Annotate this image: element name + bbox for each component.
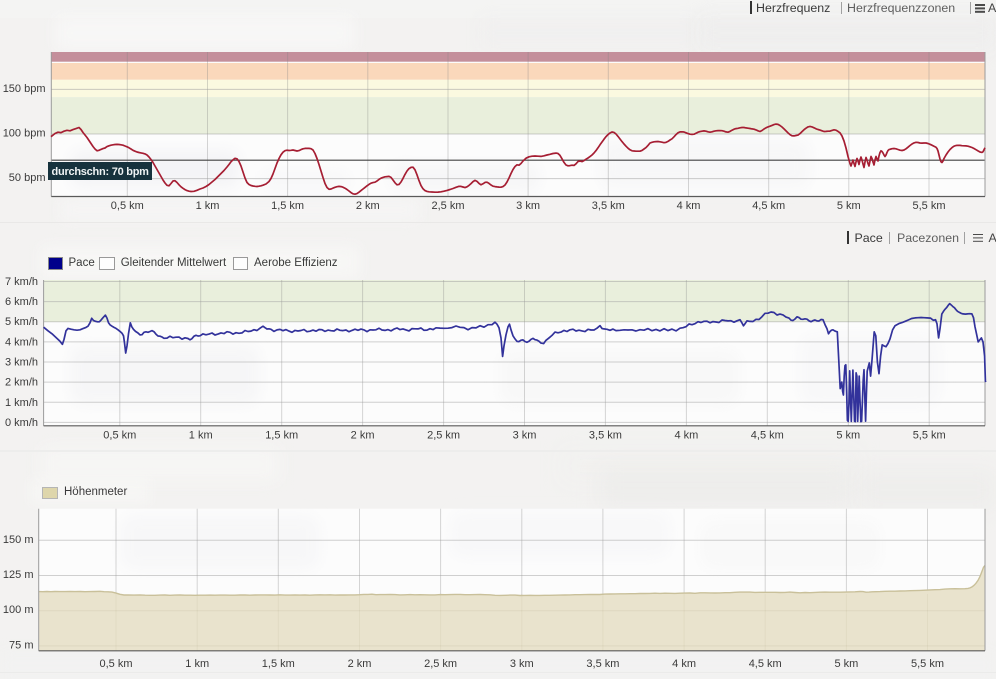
- svg-text:4 km/h: 4 km/h: [5, 336, 38, 348]
- svg-text:3,5 km: 3,5 km: [589, 430, 622, 442]
- svg-text:150 bpm: 150 bpm: [3, 83, 46, 95]
- svg-text:5 km/h: 5 km/h: [5, 316, 38, 328]
- svg-text:3,5 km: 3,5 km: [592, 200, 625, 212]
- svg-text:100 m: 100 m: [3, 604, 34, 616]
- svg-text:4,5 km: 4,5 km: [749, 658, 782, 670]
- svg-text:100 bpm: 100 bpm: [3, 128, 46, 140]
- svg-text:2,5 km: 2,5 km: [424, 658, 457, 670]
- svg-text:2,5 km: 2,5 km: [427, 430, 460, 442]
- svg-text:3 km: 3 km: [513, 430, 537, 442]
- svg-text:150 m: 150 m: [3, 534, 34, 546]
- svg-text:0,5 km: 0,5 km: [99, 658, 132, 670]
- svg-text:125 m: 125 m: [3, 569, 34, 581]
- svg-text:5 km: 5 km: [837, 200, 861, 212]
- svg-text:1,5 km: 1,5 km: [271, 200, 304, 212]
- svg-text:2 km: 2 km: [348, 658, 372, 670]
- svg-text:5 km: 5 km: [834, 658, 858, 670]
- svg-text:2 km: 2 km: [356, 200, 380, 212]
- svg-text:1,5 km: 1,5 km: [262, 658, 295, 670]
- svg-text:0,5 km: 0,5 km: [103, 430, 136, 442]
- svg-text:5,5 km: 5,5 km: [912, 200, 945, 212]
- svg-text:3 km: 3 km: [510, 658, 534, 670]
- svg-text:4,5 km: 4,5 km: [751, 430, 784, 442]
- svg-text:6 km/h: 6 km/h: [5, 296, 38, 308]
- svg-text:50 bpm: 50 bpm: [9, 172, 46, 184]
- svg-text:5,5 km: 5,5 km: [911, 658, 944, 670]
- svg-text:durchschn: 70 bpm: durchschn: 70 bpm: [52, 166, 150, 178]
- svg-text:1 km: 1 km: [196, 200, 220, 212]
- svg-text:5 km: 5 km: [836, 430, 860, 442]
- svg-text:4 km: 4 km: [672, 658, 696, 670]
- svg-text:75 m: 75 m: [9, 639, 33, 651]
- svg-text:2,5 km: 2,5 km: [431, 200, 464, 212]
- svg-text:3 km/h: 3 km/h: [5, 357, 38, 369]
- svg-text:5,5 km: 5,5 km: [913, 430, 946, 442]
- svg-text:1 km/h: 1 km/h: [5, 397, 38, 409]
- svg-text:4 km: 4 km: [674, 430, 698, 442]
- svg-text:4 km: 4 km: [677, 200, 701, 212]
- svg-text:0 km/h: 0 km/h: [5, 417, 38, 429]
- svg-text:1,5 km: 1,5 km: [265, 430, 298, 442]
- svg-text:0,5 km: 0,5 km: [111, 200, 144, 212]
- svg-text:4,5 km: 4,5 km: [752, 200, 785, 212]
- svg-text:3 km: 3 km: [516, 200, 540, 212]
- svg-text:2 km: 2 km: [351, 430, 375, 442]
- svg-text:1 km: 1 km: [189, 430, 213, 442]
- svg-text:2 km/h: 2 km/h: [5, 377, 38, 389]
- svg-text:1 km: 1 km: [185, 658, 209, 670]
- svg-text:3,5 km: 3,5 km: [586, 658, 619, 670]
- svg-text:7 km/h: 7 km/h: [5, 276, 38, 288]
